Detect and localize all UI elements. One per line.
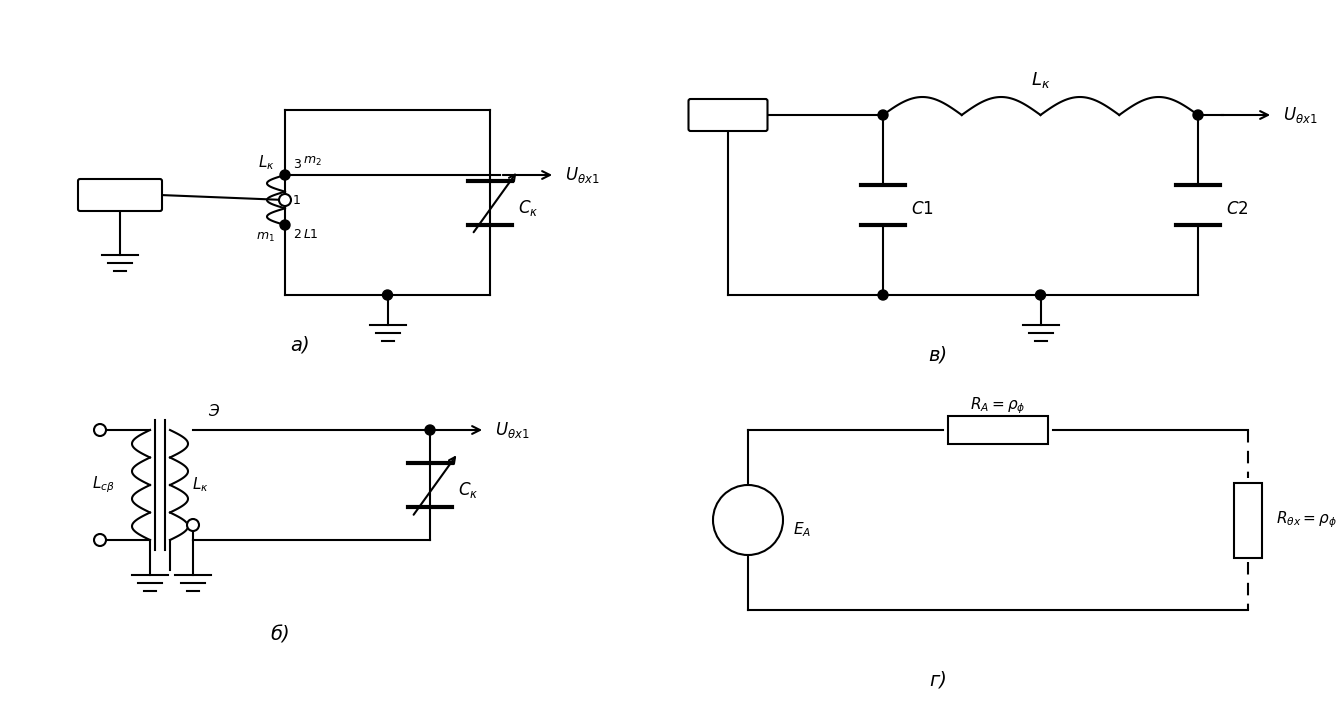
Circle shape: [425, 425, 436, 435]
Circle shape: [713, 485, 783, 555]
Text: $L_{\kappa}$: $L_{\kappa}$: [192, 476, 208, 494]
Circle shape: [878, 110, 888, 120]
Text: г): г): [929, 670, 947, 689]
Text: $U_{\theta x1}$: $U_{\theta x1}$: [496, 420, 529, 440]
Circle shape: [1193, 110, 1202, 120]
Text: а): а): [290, 336, 310, 354]
Circle shape: [281, 220, 290, 230]
Text: $R_{\theta x} = \rho_\phi$: $R_{\theta x} = \rho_\phi$: [1276, 510, 1336, 530]
Text: $L_{c\beta}$: $L_{c\beta}$: [92, 475, 115, 496]
Text: 1: 1: [293, 193, 301, 207]
Text: $C_{\kappa}$: $C_{\kappa}$: [458, 480, 478, 500]
Bar: [1234, 483, 1263, 558]
Text: в): в): [929, 346, 947, 364]
Text: $C1$: $C1$: [911, 202, 934, 218]
Text: $C2$: $C2$: [1226, 202, 1249, 218]
Text: 2: 2: [293, 228, 301, 242]
Circle shape: [878, 290, 888, 300]
Text: $C_{\kappa}$: $C_{\kappa}$: [518, 198, 538, 217]
Text: б): б): [270, 625, 290, 645]
Text: $E_A$: $E_A$: [794, 520, 811, 539]
Text: 3: 3: [293, 158, 301, 172]
Circle shape: [94, 534, 106, 546]
Text: $U_{\theta x1}$: $U_{\theta x1}$: [1283, 105, 1317, 125]
Circle shape: [279, 194, 291, 206]
Circle shape: [94, 424, 106, 436]
Text: $L1$: $L1$: [303, 228, 319, 242]
Text: Э: Э: [207, 404, 218, 419]
Circle shape: [281, 170, 290, 180]
Text: $m_2$: $m_2$: [303, 155, 322, 168]
Bar: [949, 416, 1047, 444]
Text: $L_{\kappa}$: $L_{\kappa}$: [258, 153, 275, 173]
Text: $U_{\theta x1}$: $U_{\theta x1}$: [565, 165, 600, 185]
Circle shape: [1035, 290, 1046, 300]
Text: $R_A = \rho_\phi$: $R_A = \rho_\phi$: [970, 396, 1026, 416]
Text: $L_{\kappa}$: $L_{\kappa}$: [1031, 70, 1050, 90]
Circle shape: [382, 290, 393, 300]
Text: $m_1$: $m_1$: [257, 230, 275, 244]
Circle shape: [187, 519, 199, 531]
FancyBboxPatch shape: [688, 99, 767, 131]
FancyBboxPatch shape: [77, 179, 162, 211]
